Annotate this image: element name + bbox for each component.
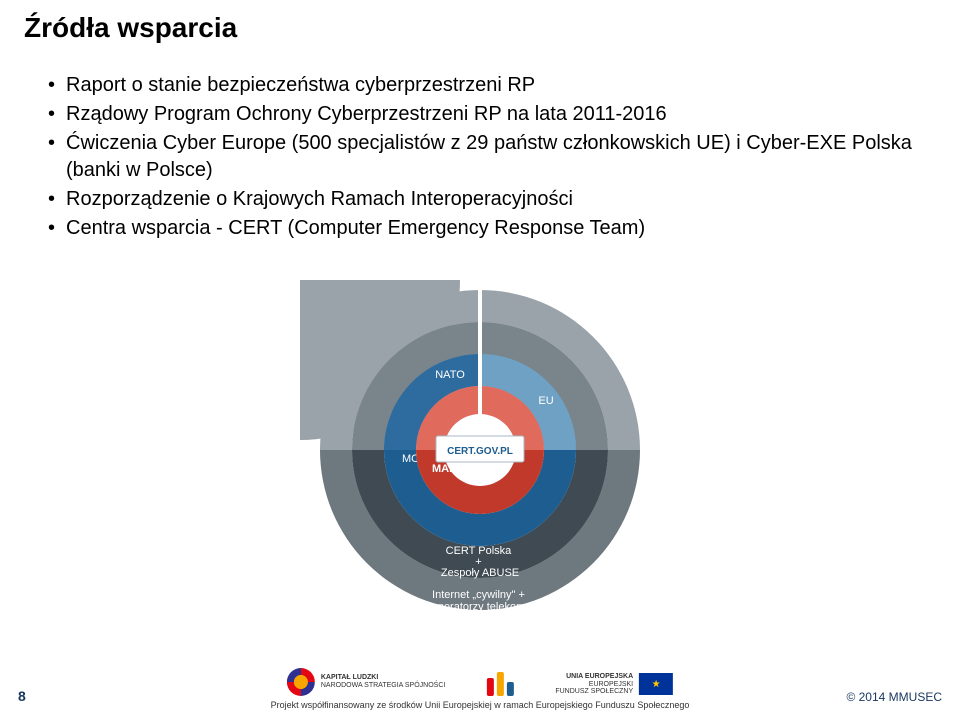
logo-kapital-ludzki: KAPITAŁ LUDZKI NARODOWA STRATEGIA SPÓJNO… xyxy=(287,668,445,696)
diagram-center: CERT.GOV.PL xyxy=(436,436,524,462)
kapital-ludzki-text: KAPITAŁ LUDZKI NARODOWA STRATEGIA SPÓJNO… xyxy=(321,674,445,689)
list-item: Rządowy Program Ochrony Cyberprzestrzeni… xyxy=(48,101,960,128)
list-item: Centra wsparcia - CERT (Computer Emergen… xyxy=(48,215,960,242)
list-item: Rozporządzenie o Krajowych Ramach Intero… xyxy=(48,186,960,213)
caw-icon xyxy=(485,672,515,696)
kapital-ludzki-icon xyxy=(287,668,315,696)
logo-caw xyxy=(485,672,515,696)
footer-logos: KAPITAŁ LUDZKI NARODOWA STRATEGIA SPÓJNO… xyxy=(287,668,673,696)
eu-flag-icon: ★ xyxy=(639,673,673,695)
page-number: 8 xyxy=(18,688,26,704)
logo-unia: UNIA EUROPEJSKA EUROPEJSKI FUNDUSZ SPOŁE… xyxy=(555,673,673,696)
ring-label-maic: MAiC xyxy=(432,463,460,475)
footer-copyright: © 2014 MMUSEC xyxy=(846,690,942,704)
bullet-list: Raport o stanie bezpieczeństwa cyberprze… xyxy=(0,44,960,242)
diagram-center-label: CERT.GOV.PL xyxy=(447,446,513,457)
ring-outer-label: Internet „cywilny" + operatorzy telekom. xyxy=(432,589,529,613)
footer-project-line: Projekt współfinansowany ze środków Unii… xyxy=(271,700,690,710)
ring-diagram: Internet „cywilny" + operatorzy telekom.… xyxy=(300,280,660,620)
list-item: Ćwiczenia Cyber Europe (500 specjalistów… xyxy=(48,130,960,184)
ring-label-nato: NATO xyxy=(435,369,465,381)
ring-label-eu: EU xyxy=(538,395,553,407)
unia-text: UNIA EUROPEJSKA EUROPEJSKI FUNDUSZ SPOŁE… xyxy=(555,673,633,696)
page-title: Źródła wsparcia xyxy=(0,0,960,44)
list-item: Raport o stanie bezpieczeństwa cyberprze… xyxy=(48,72,960,99)
slide-footer: 8 KAPITAŁ LUDZKI NARODOWA STRATEGIA SPÓJ… xyxy=(0,658,960,722)
